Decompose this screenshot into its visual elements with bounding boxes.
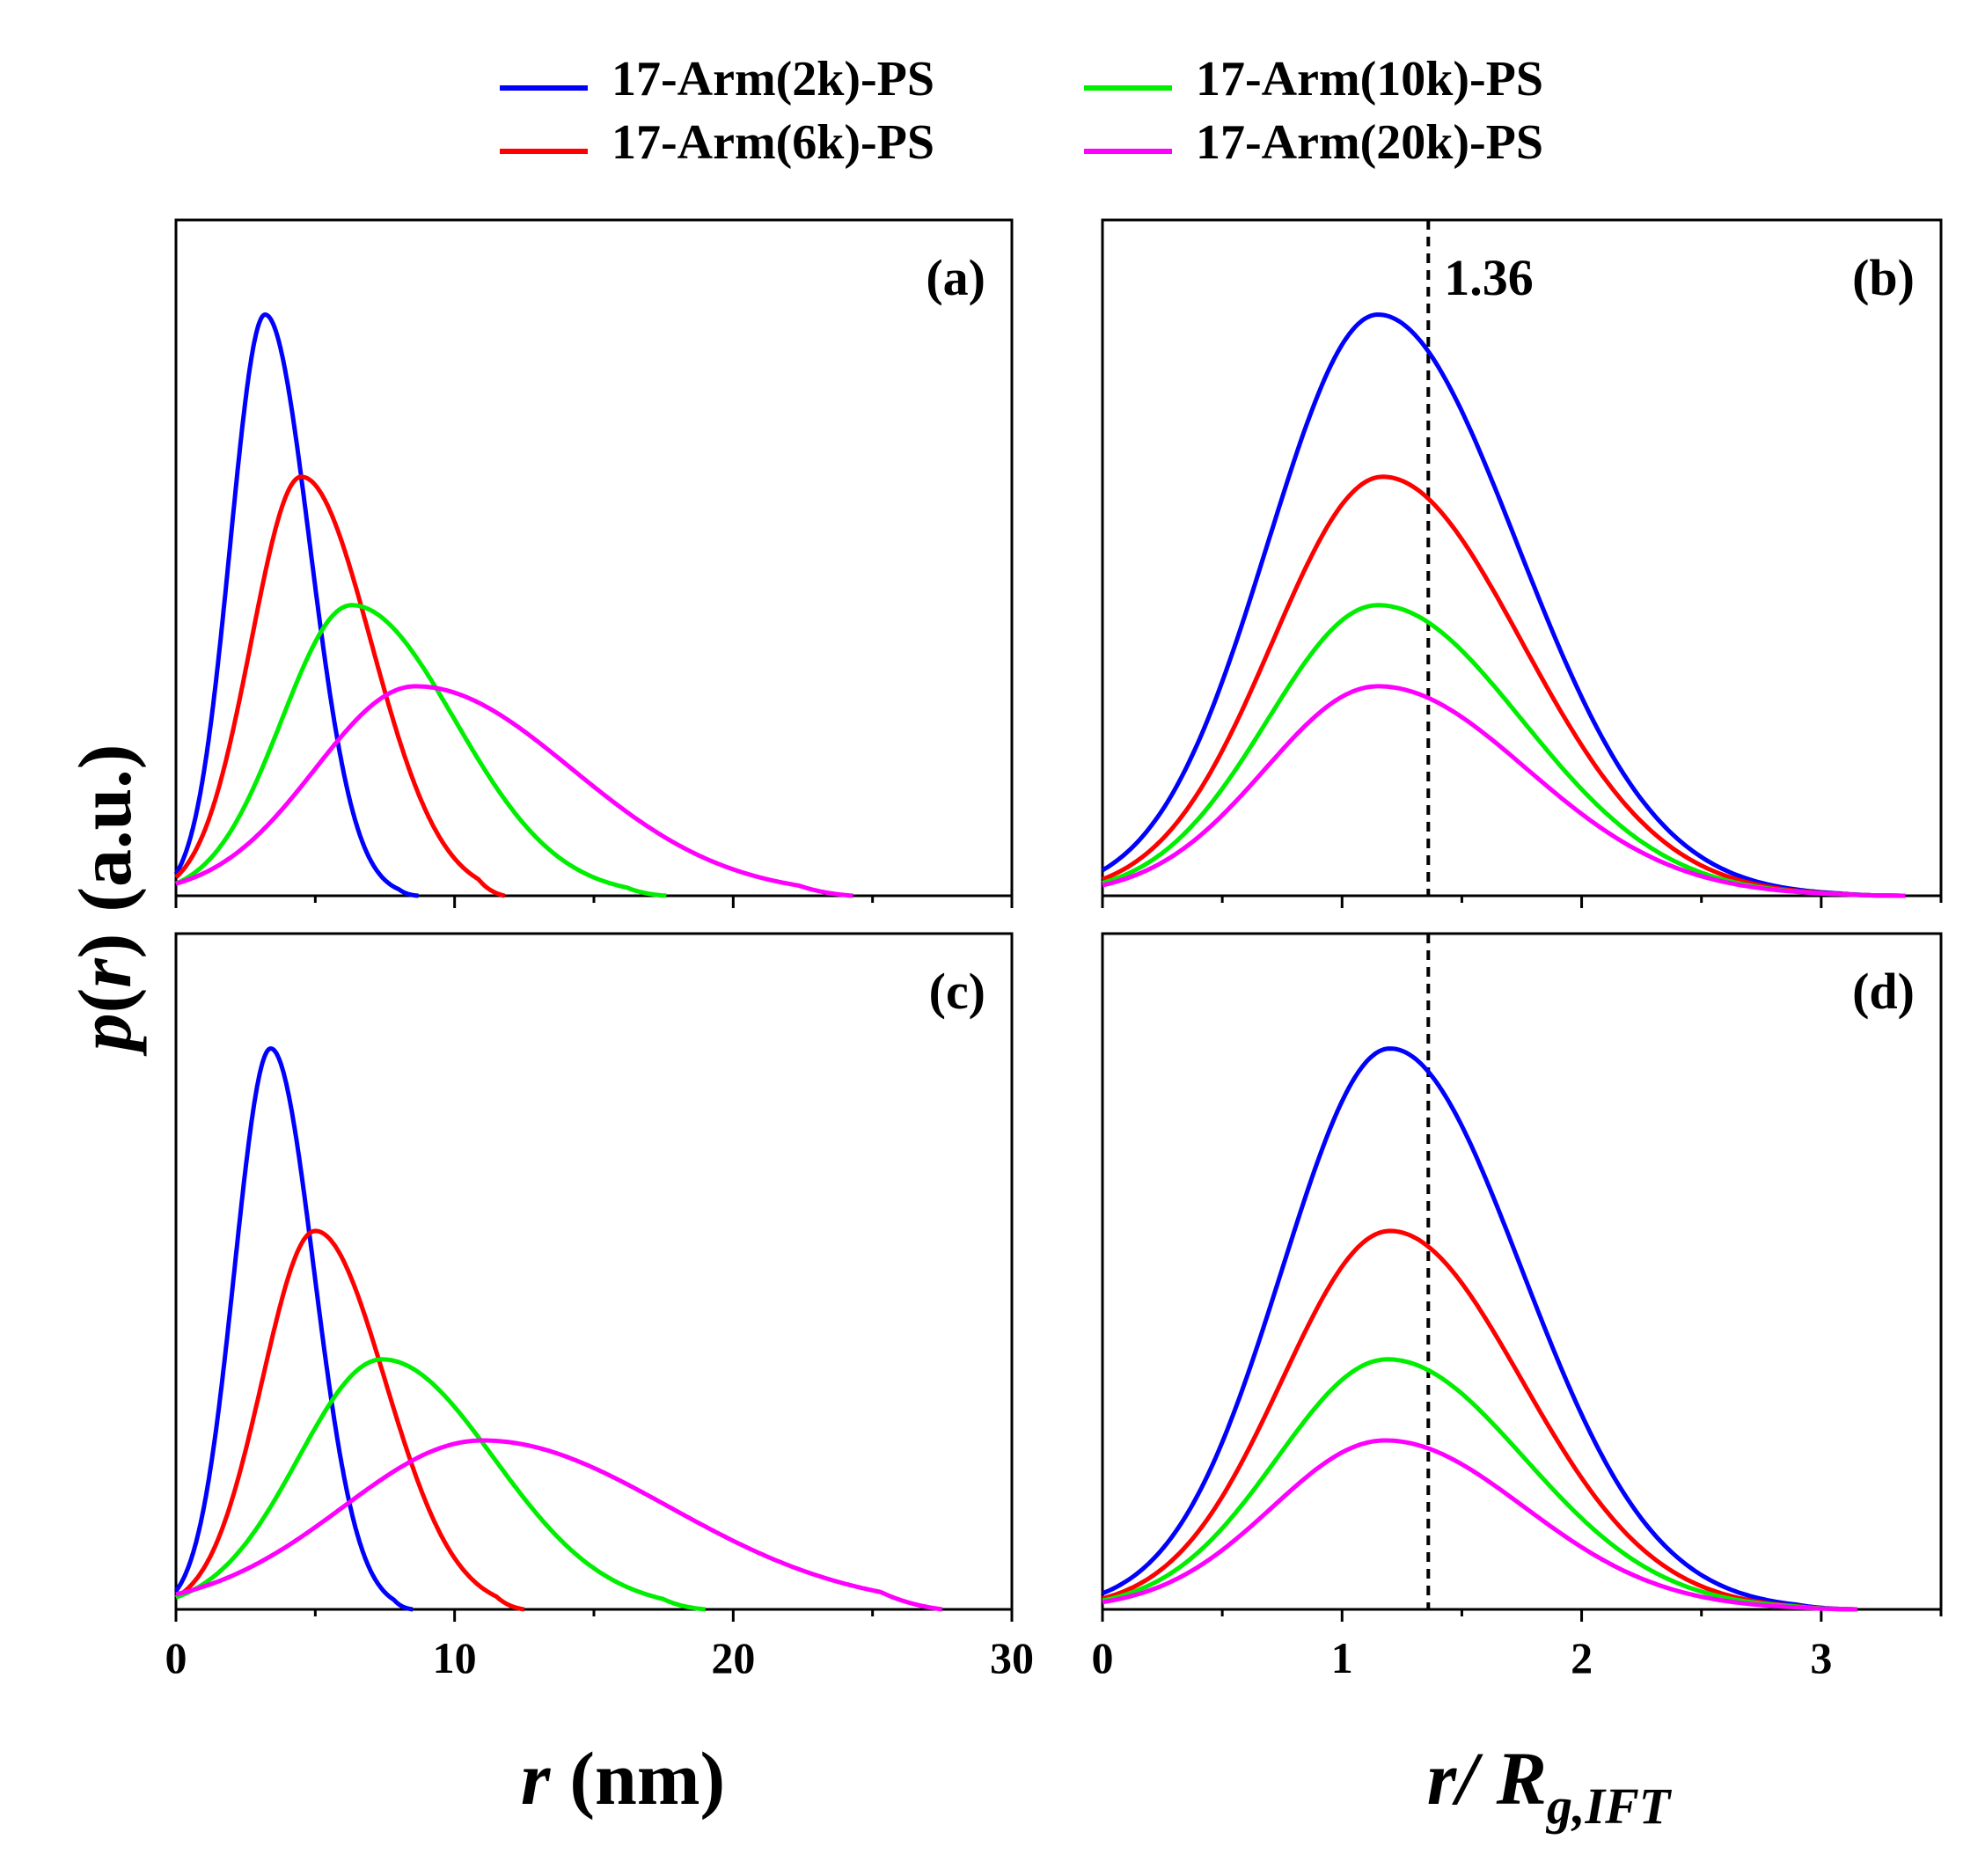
panels: (a) 1.36 (b) 0 10 20 30 (c) 0 1 2 3 (d) bbox=[165, 218, 1943, 1682]
legend-label-10k: 17-Arm(10k)-PS bbox=[1196, 52, 1543, 106]
y-axis-title-open: ( bbox=[62, 988, 147, 1014]
x-axis-title-right-r: r bbox=[1427, 1736, 1458, 1821]
panel-frame bbox=[174, 218, 1014, 898]
x-tick-label: 1 bbox=[1331, 1633, 1353, 1682]
y-axis-title: p(r) (a.u.) bbox=[62, 744, 147, 1058]
reference-line-label: 1.36 bbox=[1444, 249, 1534, 306]
x-tick-label: 10 bbox=[433, 1633, 477, 1682]
series-line-17-Arm(20k)-PS bbox=[1102, 1438, 1857, 1612]
x-tick-label: 20 bbox=[711, 1633, 755, 1682]
x-tick-label: 30 bbox=[990, 1633, 1034, 1682]
panel-c: 0 10 20 30 (c) bbox=[165, 932, 1034, 1682]
panel-label: (b) bbox=[1852, 249, 1915, 306]
series-line-17-Arm(2k)-PS bbox=[173, 1046, 414, 1612]
x-tick-label: 3 bbox=[1810, 1633, 1832, 1682]
panel-frame bbox=[1101, 932, 1943, 1611]
series-line-17-Arm(6k)-PS bbox=[174, 474, 506, 898]
x-tick-label: 2 bbox=[1571, 1633, 1593, 1682]
y-axis-title-p: p bbox=[62, 1013, 147, 1057]
series-line-17-Arm(20k)-PS bbox=[175, 684, 853, 898]
x-axis-title-right-R: R bbox=[1496, 1736, 1547, 1821]
x-tick-label: 0 bbox=[165, 1633, 187, 1682]
x-axis-title-right: r/ Rg,IFT bbox=[1427, 1736, 1673, 1835]
series-line-17-Arm(20k)-PS bbox=[1102, 684, 1906, 898]
y-axis-title-r: r bbox=[62, 957, 147, 988]
series-line-17-Arm(10k)-PS bbox=[1102, 1357, 1857, 1612]
x-axis-title-right-slash: / bbox=[1451, 1736, 1496, 1821]
series-line-17-Arm(2k)-PS bbox=[173, 312, 420, 898]
series-line-17-Arm(20k)-PS bbox=[175, 1438, 943, 1612]
panel-a: (a) bbox=[173, 218, 1014, 908]
y-axis-title-close: ) bbox=[62, 934, 147, 959]
x-axis-title-left-units: (nm) bbox=[569, 1736, 725, 1821]
panel-d: 0 1 2 3 (d) bbox=[1092, 932, 1943, 1682]
x-tick-label: 0 bbox=[1092, 1633, 1114, 1682]
legend-label-20k: 17-Arm(20k)-PS bbox=[1196, 115, 1543, 170]
series-line-17-Arm(2k)-PS bbox=[1102, 1046, 1857, 1612]
series-line-17-Arm(10k)-PS bbox=[174, 603, 667, 898]
panel-b: 1.36 (b) bbox=[1101, 218, 1943, 908]
y-axis-title-units: (a.u.) bbox=[62, 744, 147, 912]
x-axis-title-right-sub: g,IFT bbox=[1545, 1777, 1673, 1835]
legend: 17-Arm(2k)-PS 17-Arm(6k)-PS 17-Arm(10k)-… bbox=[500, 52, 1543, 170]
x-axis-title-left-r: r bbox=[521, 1736, 552, 1821]
panel-label: (c) bbox=[929, 963, 985, 1020]
series-line-17-Arm(10k)-PS bbox=[175, 1357, 706, 1612]
series-line-17-Arm(6k)-PS bbox=[1102, 1228, 1857, 1612]
panel-frame bbox=[1101, 218, 1943, 898]
legend-label-6k: 17-Arm(6k)-PS bbox=[612, 115, 934, 170]
panel-label: (d) bbox=[1852, 963, 1915, 1020]
x-axis-title-left: r (nm) bbox=[521, 1736, 725, 1821]
legend-label-2k: 17-Arm(2k)-PS bbox=[612, 52, 934, 106]
panel-label: (a) bbox=[926, 249, 985, 306]
series-line-17-Arm(6k)-PS bbox=[174, 1228, 525, 1612]
panel-frame bbox=[174, 932, 1014, 1611]
